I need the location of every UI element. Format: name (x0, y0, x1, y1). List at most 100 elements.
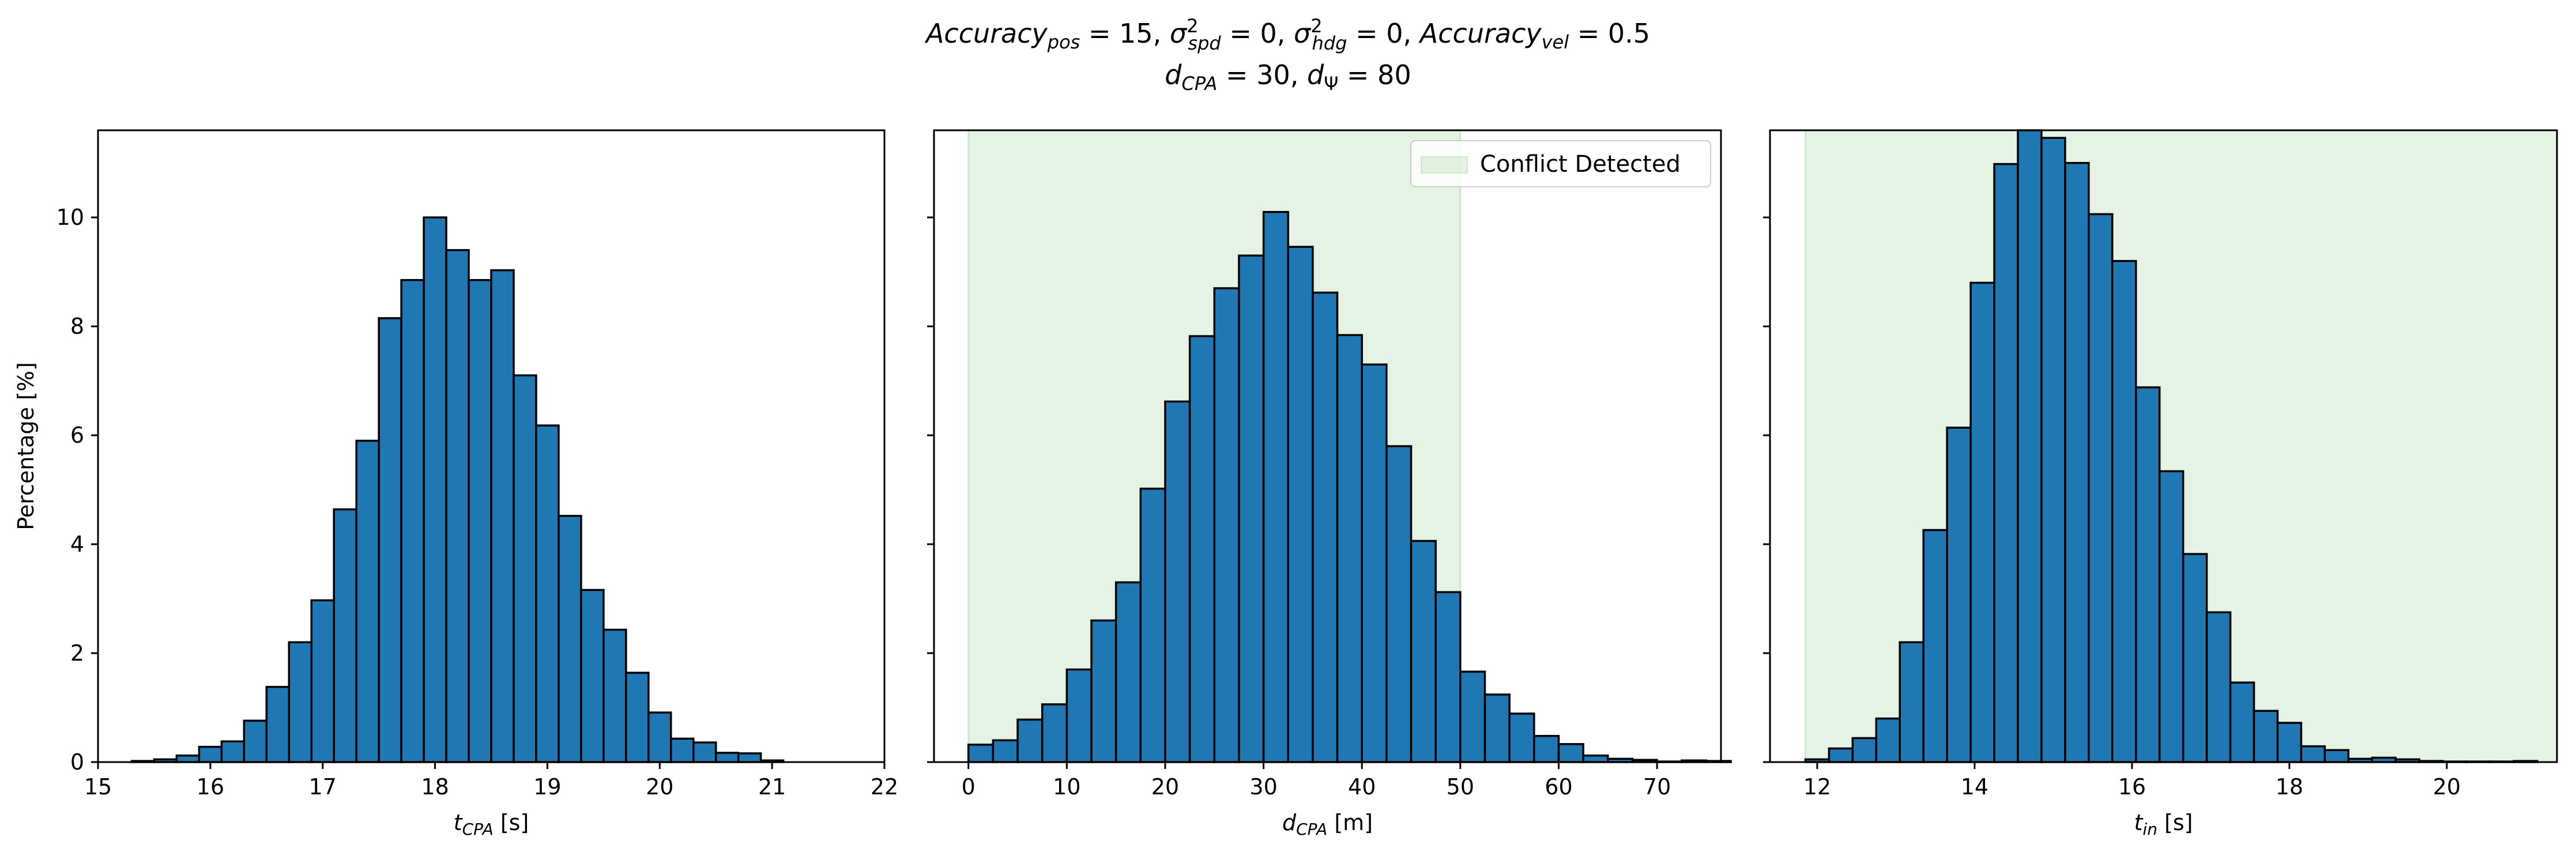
histogram-bar (220, 740, 246, 763)
histogram-bar (1993, 163, 2019, 763)
histogram-bar (1361, 363, 1388, 763)
legend: Conflict Detected (1410, 140, 1711, 187)
x-tick-label: 20 (646, 774, 673, 800)
chart-panel-3: 12 14 16 18 20 tin [s] (1763, 129, 2558, 839)
histogram-bar (265, 685, 291, 763)
histogram-bar (1065, 668, 1093, 763)
histogram-bar (2088, 213, 2114, 763)
histogram-bar (2323, 749, 2350, 763)
x-tick-label: 40 (1348, 774, 1376, 800)
x-tick-label: 18 (421, 774, 449, 800)
histogram-bar (1336, 334, 1363, 763)
histogram-bar (1188, 335, 1216, 763)
histogram-bar (967, 744, 995, 763)
histogram-bar (1213, 287, 1240, 763)
histogram-bar (468, 279, 492, 763)
y-tick-label: 8 (70, 314, 84, 339)
histogram-bar (378, 317, 402, 763)
histogram-bar (423, 216, 447, 763)
histogram-bar (647, 711, 672, 763)
y-tick-label: 2 (70, 640, 84, 666)
histogram-bar (2300, 745, 2326, 763)
x-tick-label: 15 (84, 774, 112, 800)
x-tick-label: 20 (2433, 774, 2461, 800)
histogram-bar (1508, 712, 1535, 763)
y-tick-label: 0 (70, 749, 84, 775)
x-tick-label: 0 (962, 774, 976, 800)
histogram-bar (1434, 591, 1462, 763)
x-tick-label: 10 (1053, 774, 1080, 800)
histogram-bar (288, 641, 312, 763)
histogram-bar (1459, 670, 1486, 763)
figure-title: Accuracypos = 15, σ2 spd = 0, σ2 hdg = 0, … (924, 15, 1650, 54)
histogram-bar (1582, 754, 1609, 763)
x-tick-label: 14 (1961, 774, 1989, 800)
histogram-bar (558, 515, 582, 763)
histogram-bar (1262, 210, 1289, 763)
histogram-bar (1016, 718, 1044, 763)
histogram-bar (1946, 427, 1972, 763)
histogram-bar (1557, 743, 1584, 763)
legend-label: Conflict Detected (1480, 151, 1681, 178)
histogram-bar (243, 719, 268, 763)
histogram-bar (1287, 246, 1314, 763)
histogram-bar (2276, 722, 2303, 763)
histogram-bar (2229, 681, 2255, 763)
histogram-bar (1899, 641, 1925, 763)
legend-box (1410, 140, 1711, 187)
histogram-bar (445, 249, 470, 763)
histogram-bar (1922, 529, 1948, 763)
x-tick-label: 18 (2276, 774, 2303, 800)
histogram-bars (1804, 129, 2539, 763)
x-tick-label: 50 (1447, 774, 1474, 800)
histogram-bars (967, 210, 1732, 763)
chart-panel-1: 15 16 17 18 19 20 21 22 0 2 4 6 8 10 tCPA [s] Percentag… (13, 129, 898, 839)
histogram-bar (2017, 129, 2043, 763)
histogram-bar (1483, 693, 1511, 763)
x-tick-label: 19 (533, 774, 561, 800)
figure-subtitle: dCPA = 30, dΨ = 80 (1165, 59, 1411, 95)
histogram-bar (2134, 386, 2161, 763)
x-tick-label: 16 (197, 774, 224, 800)
histogram-bar (1139, 487, 1166, 763)
histogram-bar (670, 737, 695, 763)
histogram-bar (2040, 137, 2066, 763)
histogram-bars (130, 216, 785, 763)
histogram-bar (400, 279, 425, 763)
y-tick-label: 4 (70, 531, 84, 557)
x-axis-label: tin [s] (2134, 810, 2193, 839)
histogram-bar (737, 752, 762, 763)
axes-frame (933, 129, 1722, 763)
x-tick-label: 30 (1249, 774, 1277, 800)
histogram-bar (1385, 445, 1413, 763)
histogram-bar (513, 374, 537, 763)
axes-container: 15 16 17 18 19 20 21 22 0 2 4 6 8 10 tCPA [s] Percentag… (13, 129, 2558, 839)
x-tick-label: 17 (309, 774, 337, 800)
histogram-bar (333, 508, 357, 763)
histogram-bar (1312, 291, 1339, 763)
histogram-bar (1410, 540, 1437, 763)
histogram-bar (1114, 581, 1142, 763)
histogram-bar (1828, 747, 1854, 763)
chart-panel-2: 0 10 20 30 40 50 60 70 dCPA [m] Conflict Detected (927, 129, 1732, 839)
legend-swatch (1421, 156, 1468, 174)
histogram-bar (992, 739, 1019, 763)
histogram-bar (2158, 470, 2185, 763)
histogram-bar (1090, 619, 1117, 763)
y-tick-label: 10 (57, 205, 84, 230)
x-tick-label: 16 (2118, 774, 2146, 800)
x-tick-label: 22 (871, 774, 898, 800)
histogram-bar (2111, 260, 2137, 763)
histogram-bar (355, 439, 380, 763)
histogram-bar (580, 589, 605, 763)
x-axis-label: tCPA [s] (454, 810, 529, 839)
histogram-bar (714, 752, 740, 763)
histogram-bar (625, 672, 650, 763)
y-tick-label: 6 (70, 423, 84, 448)
axes-frame (1769, 129, 2558, 763)
histogram-bar (1238, 254, 1265, 763)
x-axis-label: dCPA [m] (1282, 810, 1373, 839)
histogram-bar (602, 628, 627, 763)
histogram-bar (2064, 161, 2090, 763)
